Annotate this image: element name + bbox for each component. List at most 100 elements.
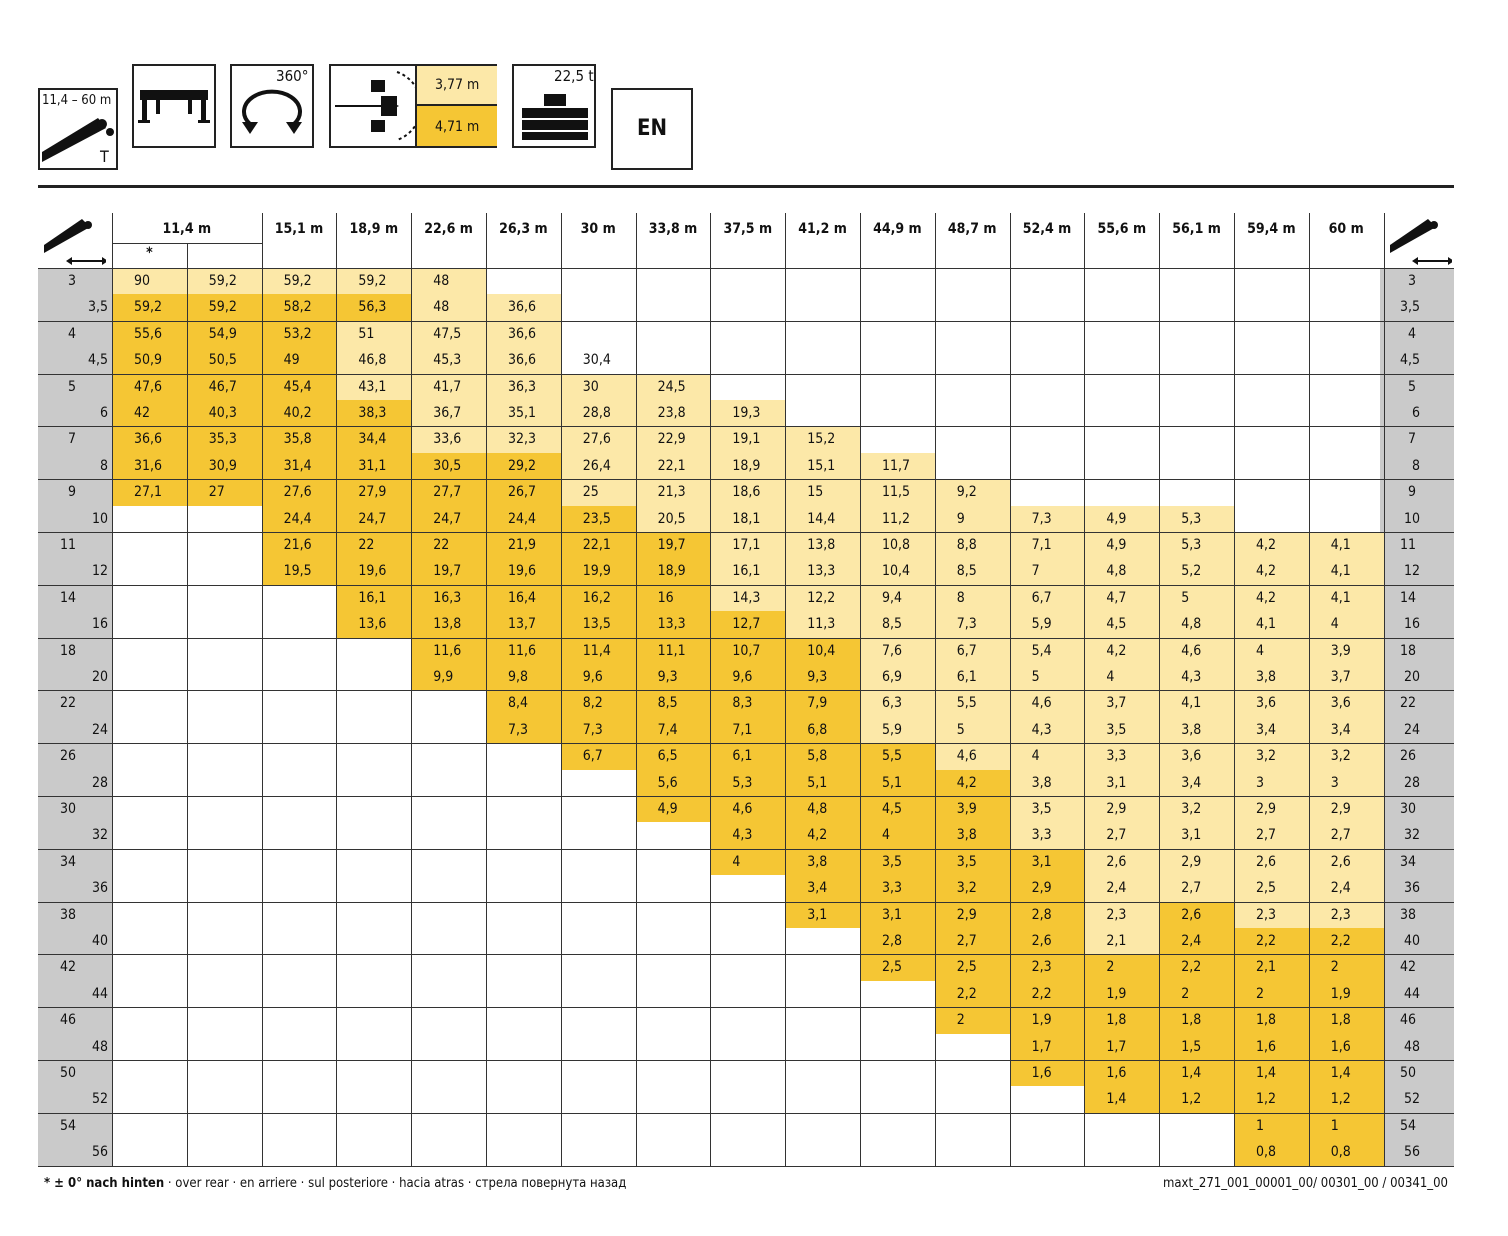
load-cell: 2,3 — [1009, 954, 1085, 981]
load-cell — [561, 294, 636, 320]
load-cell: 54,9 — [186, 320, 262, 348]
load-cell — [785, 928, 860, 954]
load-cell: 7,3 — [1009, 505, 1085, 532]
load-cell: 1,2 — [1308, 1086, 1384, 1113]
radius-label-left: 34 — [59, 853, 76, 870]
load-cell — [486, 954, 561, 980]
load-cell: 9,6 — [710, 664, 786, 691]
load-cell — [112, 902, 187, 928]
load-cell — [935, 294, 1010, 320]
over-rear-marker: * — [146, 245, 153, 261]
load-cell: 29,2 — [486, 452, 561, 480]
load-cell — [710, 1034, 785, 1060]
load-cell — [187, 717, 262, 743]
radius-label-left: 5 — [67, 378, 76, 395]
load-cell — [785, 1139, 860, 1165]
load-cell: 1 — [1308, 1112, 1384, 1140]
load-cell: 19,6 — [336, 558, 412, 585]
load-cell: 3,6 — [1308, 690, 1384, 717]
radius-label-right: 8 — [1411, 457, 1420, 474]
load-cell — [1159, 268, 1234, 294]
radius-label-left: 3,5 — [87, 299, 108, 316]
load-cell — [1309, 453, 1384, 479]
load-cell: 30,9 — [186, 452, 262, 480]
load-cell: 45,4 — [261, 373, 337, 400]
load-cell: 7,3 — [486, 716, 561, 744]
load-cell — [1234, 400, 1309, 426]
load-cell: 40,3 — [186, 400, 262, 427]
load-cell: 55,6 — [112, 320, 187, 348]
load-cell: 2 — [934, 1007, 1010, 1034]
load-cell: 5,9 — [860, 716, 935, 744]
load-cell — [1159, 1139, 1234, 1165]
boom-length-header: 59,4 m — [1247, 221, 1296, 237]
load-cell: 13,8 — [411, 611, 486, 638]
load-cell: 26,7 — [486, 479, 561, 506]
radius-column-left — [38, 268, 112, 1166]
load-cell: 7,4 — [635, 716, 711, 744]
load-cell: 9,3 — [785, 664, 860, 691]
load-cell — [860, 1034, 935, 1060]
grid-hline — [38, 268, 112, 269]
load-cell: 50,9 — [112, 347, 187, 374]
load-cell: 42 — [112, 400, 187, 427]
load-cell — [486, 1113, 561, 1139]
load-cell — [112, 743, 187, 769]
load-cell: 26,4 — [560, 452, 636, 480]
load-cell: 53,2 — [261, 320, 337, 348]
radius-label-left: 18 — [59, 642, 76, 659]
load-cell — [411, 902, 486, 928]
load-cell: 2,9 — [1084, 796, 1160, 823]
load-cell: 2 — [1234, 980, 1309, 1008]
radius-label-left: 12 — [91, 563, 108, 580]
load-cell — [935, 347, 1010, 373]
load-cell — [710, 981, 785, 1007]
load-cell: 5 — [1159, 584, 1234, 612]
load-cell — [486, 1007, 561, 1033]
load-cell: 18,1 — [710, 505, 786, 532]
grid-vline — [710, 213, 712, 1166]
grid-vline — [1009, 213, 1011, 1166]
load-cell: 36,7 — [411, 400, 486, 427]
load-cell — [710, 928, 785, 954]
load-cell — [860, 1007, 935, 1033]
load-cell: 5,3 — [1159, 532, 1234, 559]
load-cell: 4,9 — [1084, 505, 1160, 532]
load-cell — [561, 268, 636, 294]
load-cell: 3,3 — [1009, 822, 1085, 849]
load-cell — [860, 268, 935, 294]
load-cell: 3,8 — [934, 822, 1010, 849]
load-cell: 34,4 — [336, 426, 412, 453]
radius-column-right — [1380, 268, 1454, 1166]
grid-vline — [560, 213, 562, 1166]
load-cell: 19,1 — [710, 426, 786, 453]
load-cell — [411, 796, 486, 822]
load-cell: 20,5 — [635, 505, 711, 532]
load-cell: 21,3 — [635, 479, 711, 506]
load-cell — [262, 1139, 337, 1165]
load-cell: 3,4 — [785, 875, 860, 902]
load-cell — [112, 1034, 187, 1060]
radius-label-right: 5 — [1407, 378, 1416, 395]
load-cell — [187, 638, 262, 664]
load-cell — [860, 1086, 935, 1112]
load-cell — [636, 294, 711, 320]
load-cell: 2,6 — [1084, 848, 1160, 876]
load-cell: 35,8 — [261, 426, 337, 453]
load-cell: 3,2 — [1159, 796, 1234, 823]
load-cell: 3,4 — [1159, 769, 1234, 796]
radius-label-right: 7 — [1407, 431, 1416, 448]
load-cell — [561, 928, 636, 954]
grid-hline — [38, 848, 1454, 850]
load-cell — [336, 664, 411, 690]
load-cell: 4,2 — [1234, 532, 1309, 559]
load-cell — [561, 902, 636, 928]
load-cell — [336, 822, 411, 848]
load-cell: 3,6 — [1234, 690, 1309, 717]
load-cell — [1159, 374, 1234, 400]
load-cell: 2 — [1084, 954, 1160, 981]
load-cell: 2,7 — [1084, 822, 1160, 849]
load-cell: 19,7 — [411, 558, 486, 585]
load-cell: 8,2 — [560, 690, 636, 717]
load-cell — [262, 585, 337, 611]
